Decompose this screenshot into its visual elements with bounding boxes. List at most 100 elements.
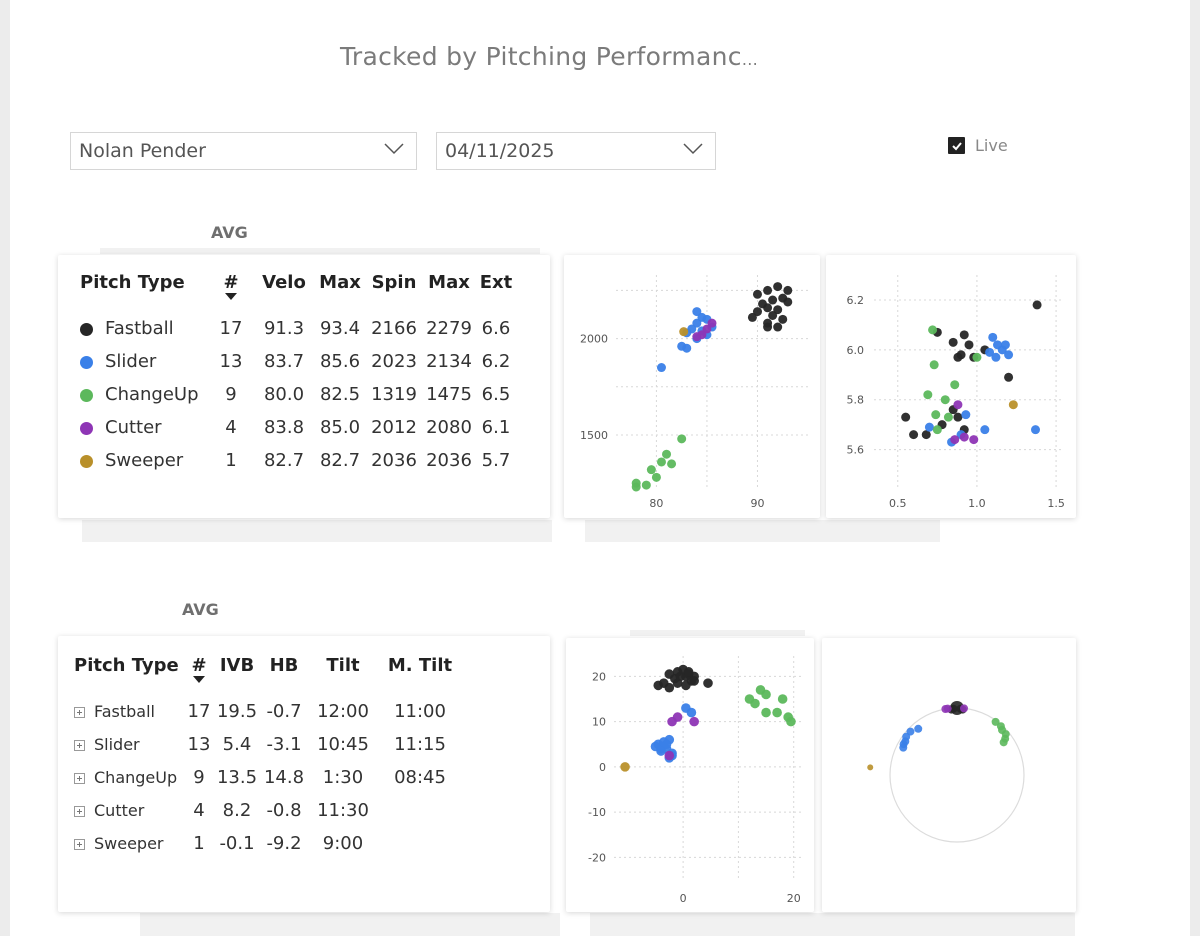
table-row[interactable]: Sweeper 1 -0.1 -9.2 9:00 (74, 827, 462, 860)
data-point-slider[interactable] (985, 347, 995, 357)
expand-plus-icon[interactable] (74, 740, 85, 751)
table-row[interactable]: Slider 13 5.4 -3.1 10:45 11:15 (74, 728, 462, 761)
data-point-changeup[interactable] (923, 390, 933, 400)
data-point-fastball[interactable] (689, 676, 699, 686)
data-point-slider[interactable] (914, 724, 923, 733)
data-point-changeup[interactable] (972, 352, 982, 362)
expand-plus-icon[interactable] (74, 707, 85, 718)
data-point-cutter[interactable] (689, 716, 699, 727)
data-point-fastball[interactable] (901, 412, 911, 422)
data-point-fastball[interactable] (703, 678, 713, 688)
table-row[interactable]: Cutter 4 83.8 85.0 2012 2080 6.1 (80, 411, 516, 444)
data-point-fastball[interactable] (752, 289, 762, 299)
live-toggle[interactable]: Live (948, 136, 1008, 155)
data-point-changeup[interactable] (950, 380, 960, 390)
data-point-slider[interactable] (924, 422, 934, 432)
data-point-changeup[interactable] (932, 425, 942, 435)
expand-plus-icon[interactable] (74, 773, 85, 784)
data-point-fastball[interactable] (909, 430, 919, 440)
data-point-fastball[interactable] (773, 305, 783, 315)
data-point-fastball[interactable] (953, 352, 963, 362)
data-point-slider[interactable] (1031, 425, 1040, 435)
data-point-fastball[interactable] (921, 430, 931, 440)
data-point-fastball[interactable] (778, 314, 788, 324)
sort-descending-icon[interactable] (193, 676, 205, 683)
data-point-fastball[interactable] (752, 307, 762, 317)
data-point-cutter[interactable] (664, 750, 675, 761)
data-point-fastball[interactable] (768, 310, 778, 320)
data-point-changeup[interactable] (777, 694, 788, 704)
data-point-cutter[interactable] (959, 432, 969, 442)
date-dropdown[interactable]: 04/11/2025 (436, 132, 716, 170)
data-point-fastball[interactable] (664, 682, 675, 693)
data-point-changeup[interactable] (646, 465, 656, 475)
data-point-slider[interactable] (980, 425, 990, 435)
data-point-fastball[interactable] (783, 285, 793, 295)
column-header[interactable]: Pitch Type (74, 655, 179, 676)
data-point-changeup[interactable] (772, 707, 782, 718)
data-point-changeup[interactable] (928, 325, 938, 335)
data-point-sweeper[interactable] (620, 762, 630, 772)
column-header[interactable]: Max (319, 272, 361, 293)
column-header[interactable]: Spin (371, 272, 417, 293)
data-point-changeup[interactable] (940, 395, 950, 405)
data-point-changeup[interactable] (677, 434, 687, 444)
data-point-fastball[interactable] (773, 282, 783, 292)
data-point-slider[interactable] (686, 707, 697, 718)
expand-plus-icon[interactable] (74, 839, 85, 850)
column-header[interactable]: Tilt (326, 655, 360, 676)
data-point-fastball[interactable] (964, 340, 974, 350)
column-header[interactable]: Pitch Type (80, 272, 185, 293)
data-point-changeup[interactable] (999, 738, 1008, 747)
data-point-changeup[interactable] (943, 412, 953, 422)
column-header[interactable]: Max (428, 272, 470, 293)
table-row[interactable]: Sweeper 1 82.7 82.7 2036 2036 5.7 (80, 444, 516, 477)
sort-descending-icon[interactable] (225, 293, 237, 300)
data-point-changeup[interactable] (991, 717, 1000, 726)
table-row[interactable]: ChangeUp 9 80.0 82.5 1319 1475 6.5 (80, 378, 516, 411)
data-point-changeup[interactable] (929, 360, 939, 370)
data-point-slider[interactable] (1000, 340, 1010, 350)
data-point-changeup[interactable] (786, 716, 796, 727)
column-header[interactable]: IVB (219, 655, 255, 676)
data-point-changeup[interactable] (931, 410, 941, 420)
data-point-changeup[interactable] (641, 480, 651, 490)
data-point-fastball[interactable] (953, 412, 963, 422)
data-point-cutter[interactable] (697, 330, 707, 340)
data-point-changeup[interactable] (750, 698, 760, 709)
table-row[interactable]: Slider 13 83.7 85.6 2023 2134 6.2 (80, 345, 516, 378)
data-point-slider[interactable] (692, 318, 702, 328)
data-point-changeup[interactable] (662, 449, 672, 459)
data-point-changeup[interactable] (761, 689, 771, 700)
data-point-fastball[interactable] (1032, 300, 1042, 310)
data-point-slider[interactable] (988, 332, 998, 342)
data-point-slider[interactable] (991, 352, 1001, 362)
data-point-fastball[interactable] (763, 303, 773, 313)
table-row[interactable]: Fastball 17 91.3 93.4 2166 2279 6.6 (80, 312, 516, 345)
column-header[interactable]: # (208, 272, 254, 312)
data-point-fastball[interactable] (959, 330, 969, 340)
table-row[interactable]: Cutter 4 8.2 -0.8 11:30 (74, 794, 462, 827)
data-point-fastball[interactable] (763, 285, 773, 295)
data-point-fastball[interactable] (948, 337, 958, 347)
data-point-changeup[interactable] (631, 482, 641, 492)
data-point-changeup[interactable] (761, 707, 771, 718)
data-point-sweeper[interactable] (1008, 400, 1018, 410)
data-point-changeup[interactable] (651, 472, 661, 482)
data-point-slider[interactable] (682, 343, 692, 353)
data-point-sweeper[interactable] (867, 764, 874, 771)
data-point-slider[interactable] (656, 746, 666, 756)
data-point-cutter[interactable] (943, 704, 952, 713)
data-point-fastball[interactable] (773, 322, 783, 332)
data-point-slider[interactable] (899, 743, 908, 752)
column-header[interactable]: HB (269, 655, 299, 676)
table-row[interactable]: Fastball 17 19.5 -0.7 12:00 11:00 (74, 695, 462, 728)
data-point-cutter[interactable] (702, 324, 712, 334)
data-point-slider[interactable] (1004, 350, 1014, 360)
data-point-fastball[interactable] (683, 667, 694, 677)
data-point-fastball[interactable] (747, 312, 757, 322)
data-point-cutter[interactable] (667, 716, 677, 727)
data-point-cutter[interactable] (969, 435, 979, 445)
data-point-cutter[interactable] (953, 400, 963, 410)
data-point-sweeper[interactable] (679, 327, 689, 337)
